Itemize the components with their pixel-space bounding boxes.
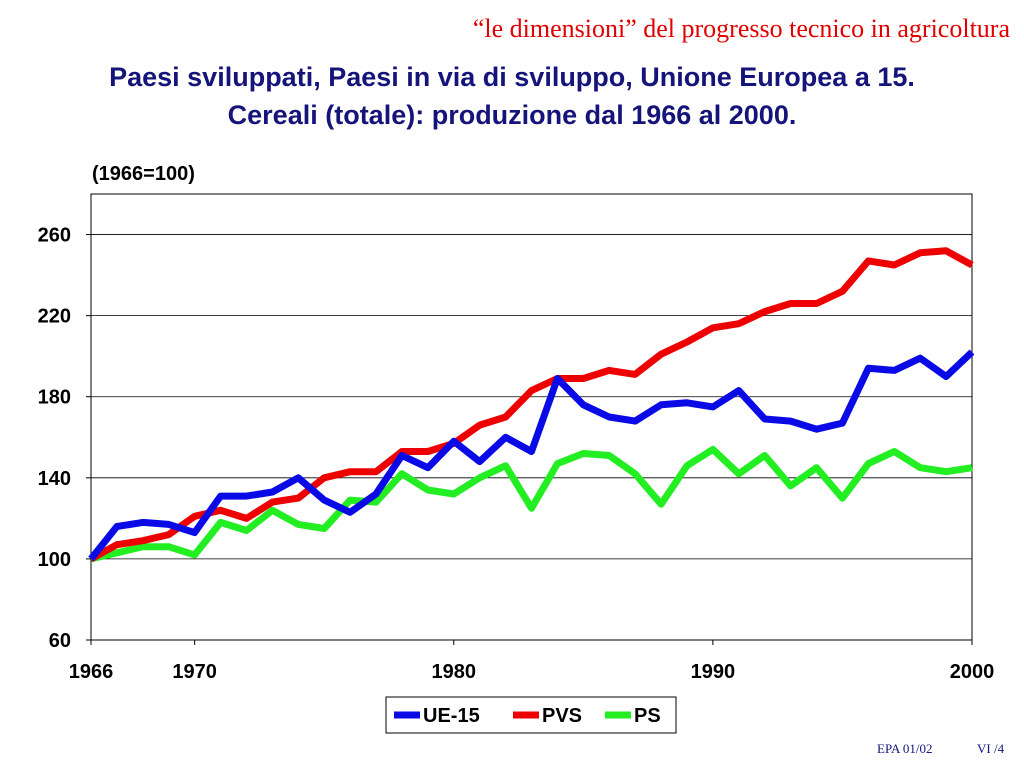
x-tick-label: 1980 [432,661,477,683]
y-axis-label: (1966=100) [92,163,195,185]
y-tick-label: 140 [38,468,71,490]
y-tick-label: 100 [38,549,71,571]
plot-area [90,193,973,641]
legend-label: PVS [542,705,582,727]
y-tick-label: 60 [49,630,71,652]
header-title: “le dimensioni” del progresso tecnico in… [472,14,1010,43]
footer-code: EPA 01/02 [877,741,933,756]
subtitle-line-1: Paesi sviluppati, Paesi in via di svilup… [109,62,915,92]
footer-page: VI /4 [977,741,1005,756]
series-line-ue-15 [88,349,975,562]
legend-label: PS [634,705,661,727]
y-tick-label: 260 [38,225,71,247]
x-tick-label: 1990 [691,661,736,683]
y-tick-label: 180 [38,387,71,409]
x-tick-label: 1966 [69,661,114,683]
x-tick-label: 1970 [172,661,217,683]
series-line-pvs [89,247,974,562]
y-tick-label: 220 [38,306,71,328]
subtitle-line-2: Cereali (totale): produzione dal 1966 al… [227,100,797,130]
x-tick-label: 2000 [950,661,995,683]
legend-label: UE-15 [423,705,480,727]
series-line-ps [90,445,973,563]
